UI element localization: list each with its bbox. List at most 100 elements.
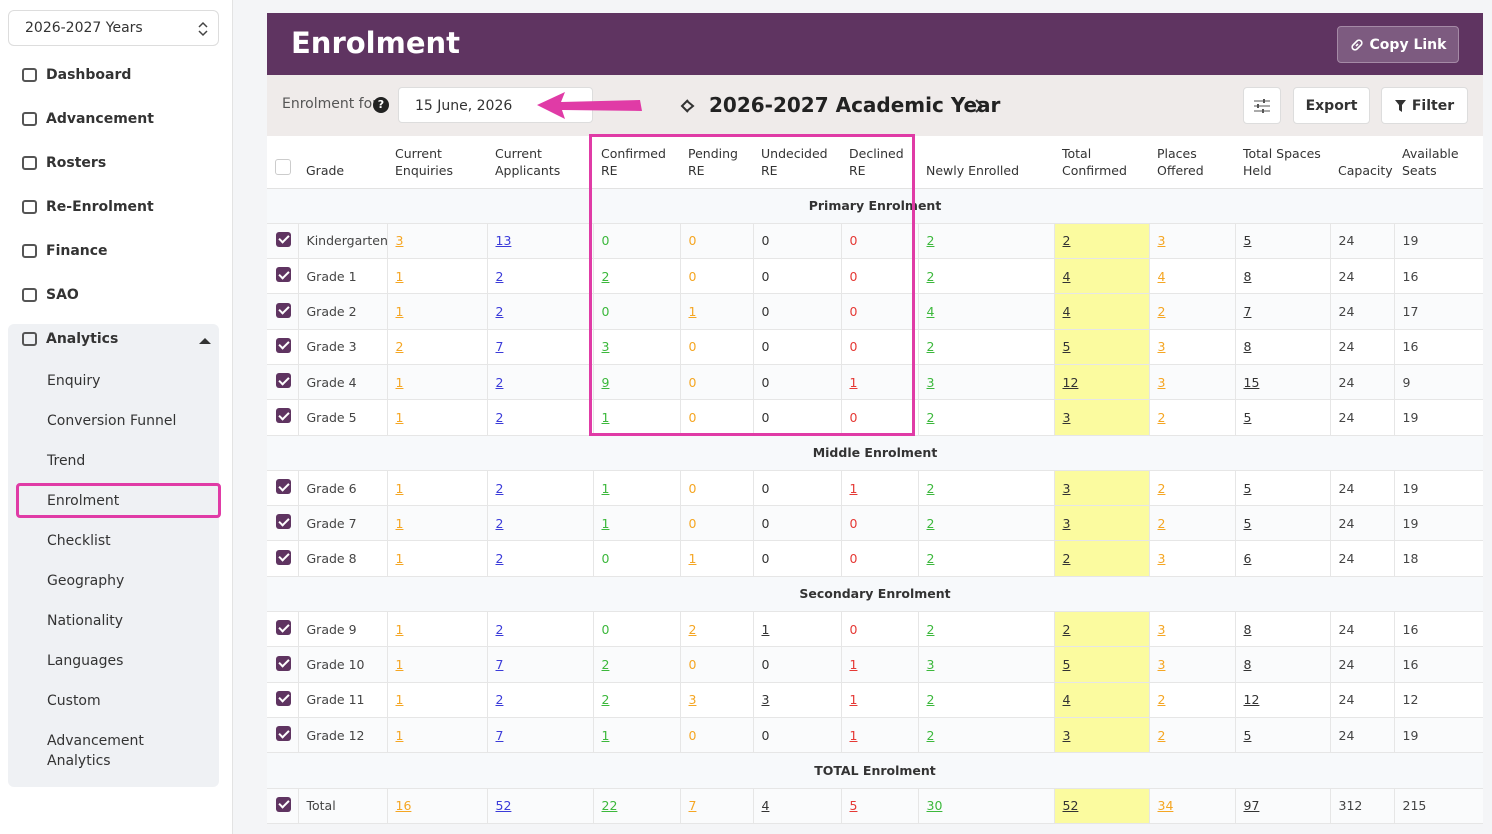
cell-value[interactable]: 8: [1243, 621, 1252, 637]
cell-value[interactable]: 3: [1157, 233, 1166, 249]
cell-value[interactable]: 12: [1243, 692, 1260, 708]
cell-value[interactable]: 4: [1062, 268, 1071, 284]
row-checkbox[interactable]: [276, 231, 291, 247]
cell-value[interactable]: 3: [395, 233, 404, 249]
cell-value[interactable]: 1: [761, 621, 770, 637]
cell-value[interactable]: 1: [849, 374, 858, 390]
cell-value[interactable]: 2: [926, 480, 935, 496]
copy-link-button[interactable]: Copy Link: [1337, 26, 1459, 63]
cell-value[interactable]: 2: [926, 233, 935, 249]
nav-item[interactable]: Re-Enrolment: [22, 199, 154, 215]
row-checkbox[interactable]: [276, 302, 291, 318]
submenu-item[interactable]: Checklist: [47, 533, 111, 549]
export-button[interactable]: Export: [1293, 87, 1370, 124]
nav-item[interactable]: Rosters: [22, 155, 106, 171]
cell-value[interactable]: 5: [1243, 409, 1252, 425]
cell-value[interactable]: 1: [395, 409, 404, 425]
cell-value[interactable]: 7: [688, 798, 697, 814]
cell-value[interactable]: 5: [1062, 657, 1071, 672]
cell-value[interactable]: 2: [926, 268, 935, 284]
cell-value[interactable]: 2: [495, 304, 504, 320]
submenu-item[interactable]: Languages: [47, 653, 124, 669]
cell-value[interactable]: 1: [601, 409, 610, 425]
row-checkbox[interactable]: [276, 373, 291, 389]
cell-value[interactable]: 3: [1157, 621, 1166, 637]
cell-value[interactable]: 2: [495, 621, 504, 637]
cell-value[interactable]: 4: [926, 304, 935, 320]
cell-value[interactable]: 97: [1243, 798, 1260, 814]
date-input[interactable]: 15 June, 2026: [398, 87, 593, 123]
cell-value[interactable]: 15: [1243, 374, 1260, 390]
cell-value[interactable]: 2: [926, 409, 935, 425]
cell-value[interactable]: 4: [1157, 268, 1166, 284]
nav-item[interactable]: Analytics: [22, 331, 118, 347]
cell-value[interactable]: 2: [926, 551, 935, 567]
cell-value[interactable]: 2: [1062, 551, 1071, 567]
cell-value[interactable]: 4: [1062, 304, 1071, 320]
submenu-item[interactable]: Custom: [47, 693, 101, 709]
submenu-item[interactable]: Conversion Funnel: [47, 413, 177, 429]
cell-value[interactable]: 2: [1157, 480, 1166, 496]
row-checkbox[interactable]: [276, 796, 291, 812]
row-checkbox[interactable]: [276, 267, 291, 283]
cell-value[interactable]: 2: [688, 621, 697, 637]
cell-value[interactable]: 2: [926, 727, 935, 743]
submenu-item[interactable]: Trend: [47, 453, 86, 469]
row-checkbox[interactable]: [276, 479, 291, 495]
cell-value[interactable]: 5: [1243, 233, 1252, 249]
cell-value[interactable]: 2: [601, 657, 610, 672]
cell-value[interactable]: 2: [926, 692, 935, 708]
cell-value[interactable]: 7: [495, 657, 504, 672]
cell-value[interactable]: 3: [1062, 727, 1071, 743]
cell-value[interactable]: 3: [688, 692, 697, 708]
year-select[interactable]: 2026-2027 Years: [8, 10, 219, 46]
cell-value[interactable]: 2: [495, 515, 504, 531]
cell-value[interactable]: 2: [495, 409, 504, 425]
submenu-item[interactable]: Enrolment: [47, 493, 120, 509]
cell-value[interactable]: 3: [601, 339, 610, 355]
cell-value[interactable]: 2: [1062, 621, 1071, 637]
cell-value[interactable]: 1: [849, 480, 858, 496]
cell-value[interactable]: 2: [926, 515, 935, 531]
cell-value[interactable]: 6: [1243, 551, 1252, 567]
columns-button[interactable]: [1243, 87, 1281, 124]
cell-value[interactable]: 2: [601, 268, 610, 284]
nav-item[interactable]: Advancement: [22, 111, 154, 127]
cell-value[interactable]: 2: [926, 339, 935, 355]
cell-value[interactable]: 1: [395, 692, 404, 708]
cell-value[interactable]: 5: [849, 798, 858, 814]
cell-value[interactable]: 2: [495, 551, 504, 567]
cell-value[interactable]: 2: [1157, 304, 1166, 320]
cell-value[interactable]: 2: [495, 480, 504, 496]
cell-value[interactable]: 4: [1062, 692, 1071, 708]
cell-value[interactable]: 8: [1243, 268, 1252, 284]
cell-value[interactable]: 13: [495, 233, 512, 249]
cell-value[interactable]: 2: [495, 268, 504, 284]
prev-year[interactable]: [680, 99, 689, 113]
cell-value[interactable]: 1: [688, 551, 697, 567]
cell-value[interactable]: 3: [926, 374, 935, 390]
cell-value[interactable]: 52: [495, 798, 512, 814]
cell-value[interactable]: 7: [1243, 304, 1252, 320]
cell-value[interactable]: 52: [1062, 798, 1079, 814]
cell-value[interactable]: 16: [395, 798, 412, 814]
cell-value[interactable]: 3: [1157, 657, 1166, 672]
cell-value[interactable]: 1: [395, 304, 404, 320]
cell-value[interactable]: 1: [849, 727, 858, 743]
cell-value[interactable]: 7: [495, 339, 504, 355]
cell-value[interactable]: 8: [1243, 339, 1252, 355]
submenu-item[interactable]: Advancement Analytics: [47, 733, 144, 769]
cell-value[interactable]: 3: [1062, 480, 1071, 496]
submenu-item[interactable]: Nationality: [47, 613, 124, 629]
cell-value[interactable]: 5: [1062, 339, 1071, 355]
cell-value[interactable]: 1: [395, 657, 404, 672]
cell-value[interactable]: 1: [601, 515, 610, 531]
cell-value[interactable]: 22: [601, 798, 618, 814]
nav-item[interactable]: Finance: [22, 243, 108, 259]
cell-value[interactable]: 1: [395, 374, 404, 390]
next-year[interactable]: [975, 99, 984, 113]
row-checkbox[interactable]: [276, 690, 291, 706]
filter-button[interactable]: Filter: [1381, 87, 1468, 124]
row-checkbox[interactable]: [276, 514, 291, 530]
submenu-item[interactable]: Enquiry: [47, 373, 101, 389]
